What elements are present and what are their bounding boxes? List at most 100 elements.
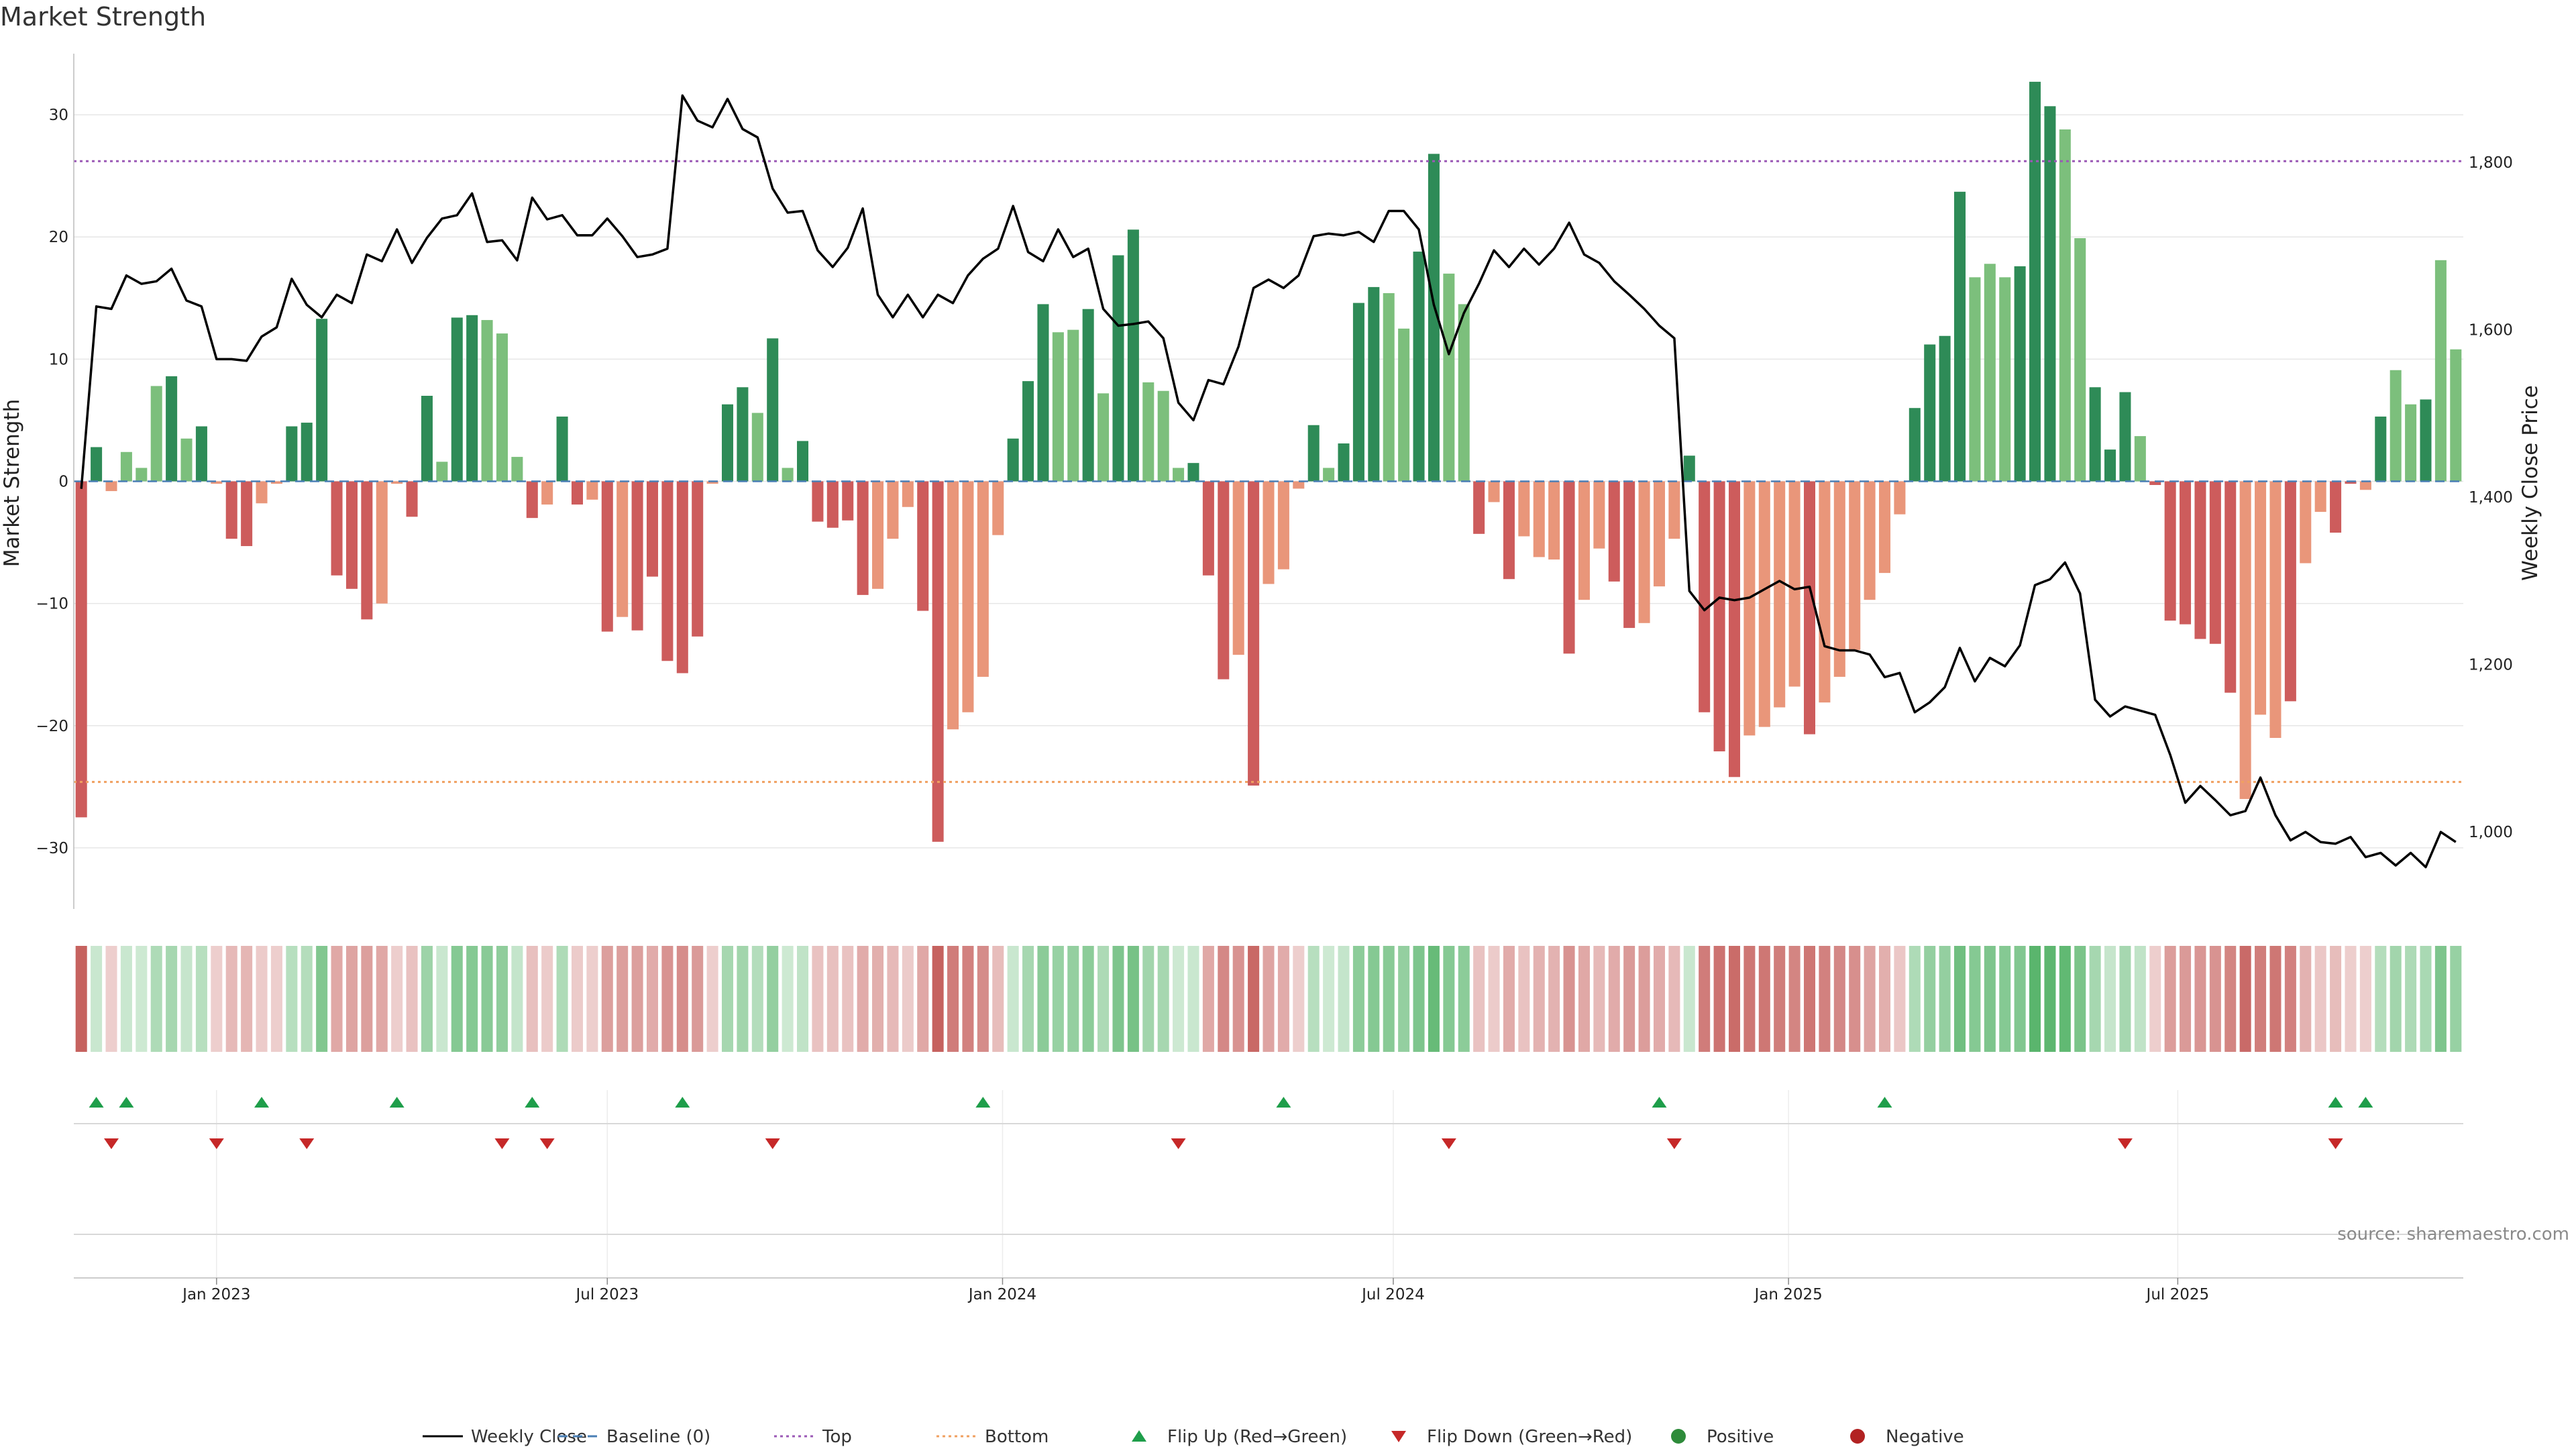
strength-bar <box>1293 481 1305 489</box>
heatmap-cell <box>2314 946 2326 1052</box>
heatmap-cell <box>706 946 718 1052</box>
flip-up-marker <box>254 1097 270 1108</box>
heatmap-cell <box>541 946 553 1052</box>
heatmap-cell <box>1864 946 1876 1052</box>
heatmap-cell <box>1518 946 1530 1052</box>
flip-up-marker <box>675 1097 690 1108</box>
strength-bar <box>2059 129 2071 482</box>
heatmap-cell <box>345 946 358 1052</box>
heatmap-cell <box>2029 946 2041 1052</box>
strength-bar <box>511 457 523 482</box>
legend-item: Weekly Close <box>423 1427 587 1447</box>
strength-bar <box>1803 481 1816 735</box>
heatmap-cell <box>1458 946 1470 1052</box>
strength-bar <box>1277 481 1289 570</box>
legend: Weekly Close Baseline (0) Top Bottom Flip Up… <box>423 1427 1964 1447</box>
y-tick-label: 0 <box>58 474 68 491</box>
strength-bar <box>1593 481 1605 549</box>
y-tick-label: −10 <box>36 596 68 613</box>
heatmap-cell <box>1833 946 1845 1052</box>
heatmap-cell <box>1263 946 1275 1052</box>
flip-up-marker <box>2328 1097 2343 1108</box>
strength-bar <box>1082 309 1094 482</box>
strength-bar <box>2044 106 2056 482</box>
strength-bar <box>1307 425 1320 482</box>
legend-label: Top <box>822 1427 852 1447</box>
strength-bar <box>2345 481 2357 484</box>
strength-bar <box>166 376 178 482</box>
y2-tick-label: 1,200 <box>2469 657 2513 674</box>
heatmap-cell <box>977 946 989 1052</box>
strength-bar <box>1878 481 1891 574</box>
heatmap-cell <box>932 946 944 1052</box>
heatmap-cell <box>481 946 493 1052</box>
strength-bar <box>1383 293 1395 482</box>
heatmap-cell <box>2345 946 2357 1052</box>
strength-bar <box>1578 481 1590 600</box>
strength-bar <box>947 481 959 730</box>
strength-bar <box>2029 81 2041 482</box>
heatmap-cell <box>1878 946 1891 1052</box>
heatmap-cell <box>1142 946 1155 1052</box>
strength-bar <box>857 481 869 595</box>
heatmap-cell <box>1668 946 1680 1052</box>
heatmap-cell <box>1939 946 1951 1052</box>
strength-bar <box>316 319 328 482</box>
strength-bar <box>2180 481 2192 625</box>
heatmap-cell <box>1277 946 1289 1052</box>
heatmap-cell <box>692 946 704 1052</box>
strength-bar <box>2089 387 2101 482</box>
flip-up-marker <box>1276 1097 1291 1108</box>
heatmap-cell <box>1713 946 1725 1052</box>
heatmap-cell <box>1954 946 1966 1052</box>
strength-bar <box>676 481 688 674</box>
y-tick-label: −30 <box>36 840 68 857</box>
strength-bar <box>1638 481 1650 623</box>
heatmap-cell <box>1683 946 1695 1052</box>
heatmap-cell <box>887 946 899 1052</box>
strength-bar <box>797 441 809 482</box>
heatmap-cell <box>1218 946 1230 1052</box>
strength-heatmap-strip <box>75 946 2462 1052</box>
legend-item: Flip Up (Red→Green) <box>1132 1427 1347 1447</box>
heatmap-cell <box>391 946 403 1052</box>
heatmap-cell <box>451 946 463 1052</box>
strength-bar <box>406 481 418 517</box>
strength-bar <box>391 481 403 484</box>
flip-down-marker <box>2328 1138 2343 1149</box>
y-axis-title: Market Strength <box>0 399 24 568</box>
strength-bar <box>1699 481 1711 712</box>
heatmap-cell <box>1097 946 1110 1052</box>
strength-bar <box>301 423 313 482</box>
strength-bar <box>2164 481 2176 621</box>
strength-bar <box>1458 304 1470 482</box>
weekly-close-line <box>80 94 2457 869</box>
strength-bar <box>2330 481 2342 533</box>
strength-bar <box>1819 481 1831 703</box>
strength-bar <box>1939 335 1951 482</box>
heatmap-cell <box>2420 946 2432 1052</box>
heatmap-cell <box>2194 946 2206 1052</box>
strength-bar <box>737 387 749 482</box>
heatmap-cell <box>1413 946 1425 1052</box>
heatmap-cell <box>75 946 87 1052</box>
strength-bar <box>120 451 132 482</box>
strength-bar <box>105 481 117 492</box>
heatmap-cell <box>1202 946 1214 1052</box>
strength-bar <box>1954 191 1966 482</box>
strength-bar <box>1037 304 1049 482</box>
heatmap-cell <box>1909 946 1921 1052</box>
heatmap-cell <box>1293 946 1305 1052</box>
strength-bar <box>1833 481 1845 677</box>
strength-bar <box>2209 481 2221 644</box>
heatmap-cell <box>2134 946 2146 1052</box>
heatmap-cell <box>1052 946 1064 1052</box>
strength-bar <box>1142 382 1155 482</box>
strength-bar <box>1413 252 1425 482</box>
strength-bar <box>1263 481 1275 584</box>
heatmap-cell <box>857 946 869 1052</box>
strength-bar <box>1563 481 1575 654</box>
heatmap-cell <box>1232 946 1244 1052</box>
heatmap-cell <box>2284 946 2296 1052</box>
